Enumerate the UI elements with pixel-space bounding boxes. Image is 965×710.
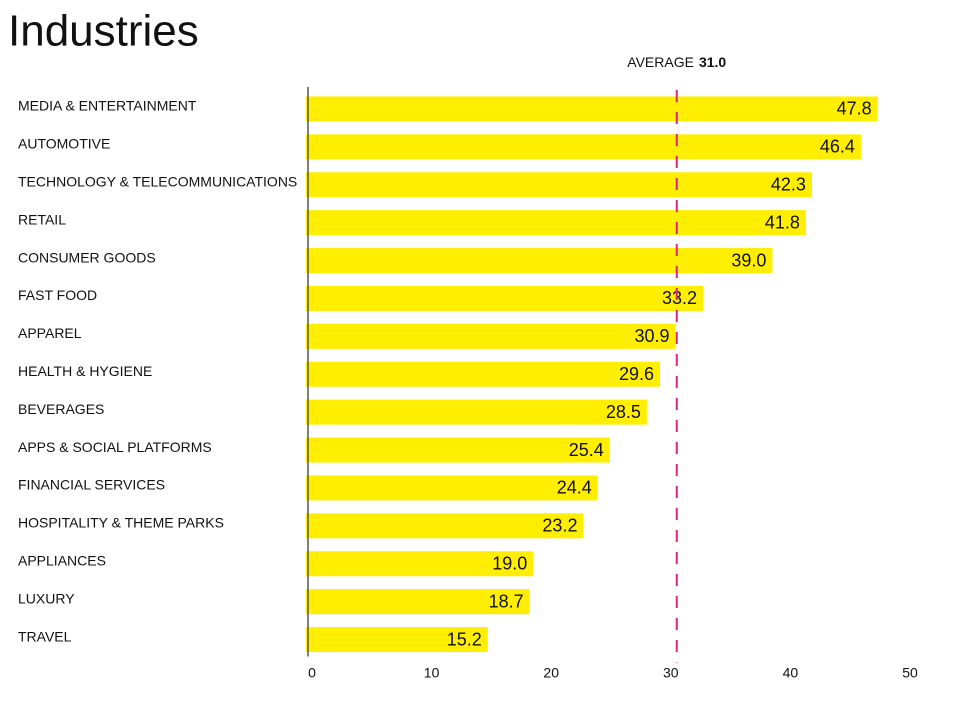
value-label: 24.4 xyxy=(557,478,592,498)
value-label: 41.8 xyxy=(765,212,800,232)
bar xyxy=(306,172,812,198)
value-label: 15.2 xyxy=(447,629,482,649)
x-tick-label: 20 xyxy=(543,665,559,681)
value-label: 47.8 xyxy=(837,99,872,119)
category-label: RETAIL xyxy=(18,211,66,227)
value-label: 18.7 xyxy=(489,591,524,611)
average-text: AVERAGE xyxy=(627,54,694,70)
chart-title: Industries xyxy=(8,7,199,56)
value-label: 19.0 xyxy=(492,554,527,574)
bar xyxy=(306,285,704,311)
bar xyxy=(306,551,534,577)
bar xyxy=(306,399,647,425)
average-value: 31.0 xyxy=(699,54,726,70)
bar xyxy=(306,437,610,463)
bar xyxy=(306,248,773,274)
category-label: TECHNOLOGY & TELECOMMUNICATIONS xyxy=(18,173,297,189)
value-label: 29.6 xyxy=(619,364,654,384)
category-label: APPLIANCES xyxy=(18,552,106,568)
category-label: BEVERAGES xyxy=(18,401,104,417)
x-tick-label: 0 xyxy=(308,665,316,681)
value-label: 33.2 xyxy=(662,288,697,308)
bar xyxy=(306,210,806,236)
value-label: 28.5 xyxy=(606,402,641,422)
value-label: 39.0 xyxy=(731,250,766,270)
bar xyxy=(306,513,584,539)
category-label: FAST FOOD xyxy=(18,287,97,303)
category-label: AUTOMOTIVE xyxy=(18,136,110,152)
bar xyxy=(306,361,661,387)
x-tick-label: 30 xyxy=(663,665,679,681)
category-label: APPAREL xyxy=(18,325,82,341)
bar xyxy=(306,134,861,160)
x-tick-label: 50 xyxy=(902,665,918,681)
bar xyxy=(306,96,878,122)
average-label: AVERAGE 31.0 xyxy=(627,54,726,70)
x-tick-label: 40 xyxy=(783,665,799,681)
bar xyxy=(306,323,676,349)
category-label: HEALTH & HYGIENE xyxy=(18,363,152,379)
category-label: HOSPITALITY & THEME PARKS xyxy=(18,515,224,531)
category-label: MEDIA & ENTERTAINMENT xyxy=(18,98,197,114)
value-label: 42.3 xyxy=(771,175,806,195)
bar xyxy=(306,627,488,653)
category-label: LUXURY xyxy=(18,590,75,606)
bar xyxy=(306,589,530,615)
bar xyxy=(306,475,598,501)
category-label: APPS & SOCIAL PLATFORMS xyxy=(18,439,212,455)
category-label: CONSUMER GOODS xyxy=(18,249,156,265)
value-label: 30.9 xyxy=(635,326,670,346)
category-label: FINANCIAL SERVICES xyxy=(18,477,165,493)
value-label: 46.4 xyxy=(820,137,855,157)
value-label: 25.4 xyxy=(569,440,604,460)
x-tick-label: 10 xyxy=(424,665,440,681)
value-label: 23.2 xyxy=(542,516,577,536)
category-label: TRAVEL xyxy=(18,628,72,644)
